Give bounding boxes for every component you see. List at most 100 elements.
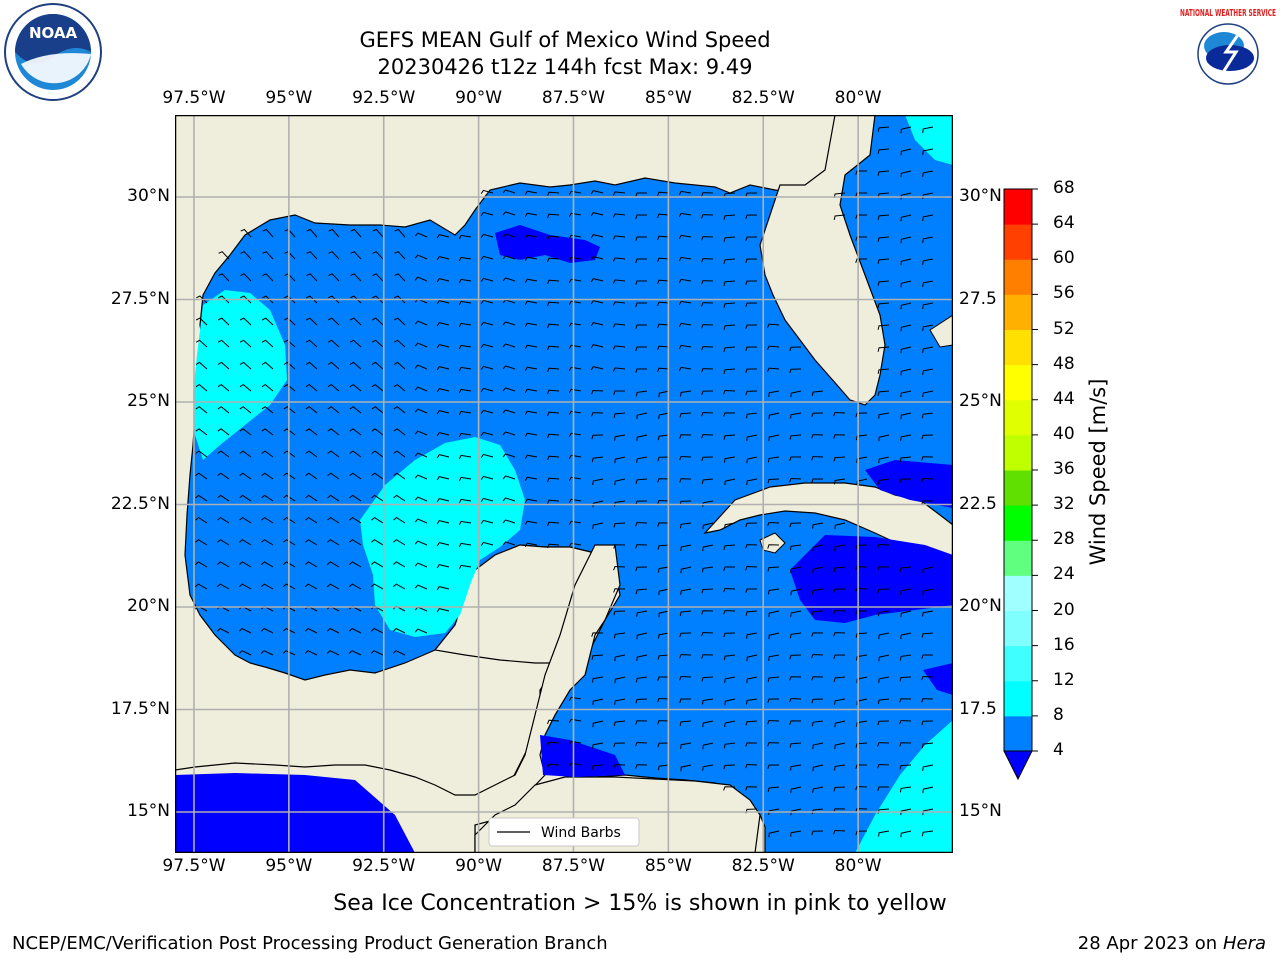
wind-barb [922, 588, 934, 596]
wind-barb [195, 561, 208, 568]
wind-barb [371, 339, 384, 348]
wind-barb [568, 366, 582, 372]
wind-barb [723, 632, 736, 638]
wind-barb [833, 764, 846, 771]
wind-barb [701, 346, 714, 351]
wind-barb [458, 388, 472, 394]
wind-barb [812, 522, 824, 529]
wind-barb [635, 324, 647, 330]
wind-barb [502, 541, 516, 546]
wind-barb [480, 189, 494, 194]
wind-barb [613, 742, 626, 748]
footer-date: 28 Apr 2023 on Hera [1078, 933, 1266, 954]
tick-label: 97.5°W [162, 856, 226, 876]
wind-barb [701, 390, 714, 396]
wind-barb [238, 650, 252, 656]
wind-barb [635, 258, 647, 264]
wind-barb [877, 346, 890, 352]
wind-barb [900, 214, 912, 222]
wind-barb [547, 301, 560, 307]
wind-barb [789, 477, 802, 483]
wind-barb [635, 500, 648, 506]
wind-barb [657, 367, 670, 373]
wind-barb [305, 494, 318, 502]
wind-barb [414, 496, 428, 502]
wind-barb [349, 561, 362, 568]
wind-barb [789, 544, 802, 551]
wind-barb [922, 148, 934, 155]
wind-barb [658, 610, 670, 618]
wind-barb [855, 566, 868, 571]
tick-label: 87.5°W [541, 88, 606, 108]
wind-barb [305, 472, 318, 480]
wind-barb [590, 190, 604, 195]
map-frame [175, 115, 953, 853]
wind-barb [922, 346, 934, 353]
colorbar-segment [1004, 294, 1032, 330]
wind-barb [921, 742, 934, 749]
wind-barb [414, 232, 428, 238]
wind-barb [855, 236, 867, 241]
wind-barb [921, 434, 934, 440]
land-bahamas [929, 314, 953, 348]
wind-barb [327, 361, 340, 370]
wind-barb [811, 455, 824, 461]
colorbar-segment [1004, 364, 1032, 401]
wind-barb [657, 345, 670, 351]
colorbar-segment [1004, 645, 1032, 682]
wind-barb [217, 516, 230, 524]
wind-barb [723, 324, 736, 330]
wind-barb [480, 299, 494, 304]
wind-barb [877, 368, 890, 374]
wind-barb [856, 698, 868, 706]
wind-barb [524, 520, 538, 526]
wind-barb [723, 544, 736, 550]
wind-barb [568, 762, 582, 768]
wind-barb [922, 302, 934, 309]
wind-barb [328, 228, 340, 238]
wind-barb [657, 720, 670, 725]
wind-barb [194, 583, 208, 590]
wind-barb [746, 676, 758, 684]
wind-barb [833, 456, 846, 462]
wind-barb [217, 539, 230, 546]
wind-barb [922, 258, 934, 265]
wind-barb [393, 339, 406, 348]
wind-barb [878, 676, 890, 683]
wind-barb [855, 808, 868, 813]
wind-barb [921, 720, 934, 726]
wind-barb [436, 498, 450, 503]
footer-date-text: 28 Apr 2023 on [1077, 933, 1223, 954]
tick-label: 92.5°W [352, 856, 416, 876]
wind-barb [767, 478, 780, 484]
wind-barb [612, 257, 626, 262]
wind-barb [657, 478, 670, 483]
wind-barb [239, 516, 252, 524]
wind-barb [812, 764, 824, 772]
wind-barb [547, 411, 560, 417]
wind-barb [855, 587, 868, 593]
calm-region-caribbean-north [790, 535, 953, 623]
nws-logo-text: NATIONAL WEATHER SERVICE [1180, 8, 1276, 19]
wind-barb [768, 412, 780, 420]
wind-barb [768, 434, 780, 442]
wind-barb [745, 324, 758, 330]
wind-barb [855, 830, 868, 836]
wind-barb [789, 434, 802, 440]
wind-barb [239, 406, 252, 414]
wind-barb [524, 190, 538, 196]
wind-barb [568, 322, 582, 328]
wind-barb [922, 324, 934, 331]
colorbar [1003, 188, 1038, 781]
wind-barb [921, 477, 934, 483]
calm-region-east-caribbean [923, 663, 953, 695]
wind-barb [568, 278, 582, 284]
wind-barb [657, 213, 670, 219]
tick-label: 15°N [127, 801, 170, 821]
wind-barb [635, 698, 648, 704]
wind-barb [458, 542, 472, 548]
wind-barb [261, 561, 274, 568]
wind-barb [833, 676, 846, 683]
wind-barb [657, 499, 670, 505]
wind-barb [524, 300, 538, 306]
